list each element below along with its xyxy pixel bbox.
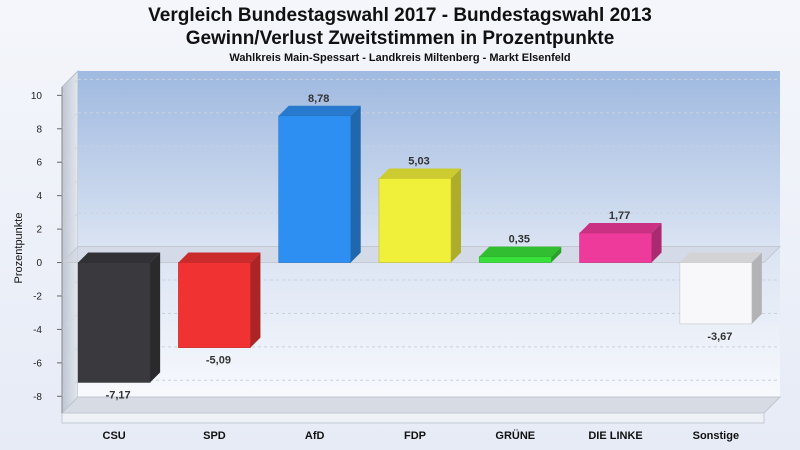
grid-line-side	[61, 79, 79, 96]
bar-top	[679, 252, 762, 263]
bar-side	[751, 252, 762, 324]
x-category-label: FDP	[404, 430, 426, 442]
grid-line-side	[61, 313, 79, 330]
chart-title-line1: Vergleich Bundestagswahl 2017 - Bundesta…	[148, 5, 652, 26]
y-tick-label: -4	[33, 325, 42, 336]
grid-line-side	[61, 379, 79, 397]
y-tick-label: 6	[36, 158, 42, 169]
x-category-label: GRÜNE	[495, 429, 535, 442]
y-tick-label: -8	[33, 392, 42, 403]
bar	[378, 178, 452, 263]
grid-line-side	[61, 179, 79, 197]
y-tick-label: 4	[36, 191, 42, 202]
bar-top	[479, 246, 562, 257]
plot-left-wall	[61, 69, 79, 415]
plot-floor	[60, 396, 782, 414]
bar-top	[579, 222, 662, 233]
data-label: 5,03	[408, 155, 429, 167]
bar	[579, 232, 652, 263]
x-category-label: Sonstige	[693, 430, 739, 442]
bar-side	[551, 246, 562, 263]
data-label: 1,77	[609, 210, 630, 222]
x-category-label: AfD	[305, 430, 325, 442]
grid-line-side	[61, 212, 79, 230]
bar	[77, 262, 151, 383]
bar-side	[451, 168, 461, 263]
bar-top	[278, 105, 361, 116]
grid-line-side	[61, 112, 79, 130]
y-tick-label: 10	[31, 91, 43, 102]
bar-top	[379, 168, 461, 179]
data-label: -3,67	[707, 331, 732, 343]
grid-line-side	[61, 279, 79, 297]
bar-side	[250, 252, 261, 348]
x-category-label: SPD	[203, 430, 226, 442]
bar	[478, 256, 552, 263]
bar	[278, 115, 352, 263]
bar	[679, 262, 753, 325]
y-tick-label: 2	[36, 225, 42, 236]
data-label: -5,09	[206, 355, 231, 367]
x-category-label: CSU	[103, 430, 126, 442]
y-tick-label: -2	[33, 291, 42, 302]
bar-side	[350, 105, 361, 263]
data-label: 0,35	[509, 234, 530, 246]
y-axis-label: Prozentpunkte	[13, 213, 25, 284]
y-tick-label: 0	[36, 258, 42, 269]
y-tick-label: 8	[36, 124, 42, 135]
y-tick-label: -6	[33, 358, 42, 369]
data-label: 8,78	[308, 93, 329, 105]
chart-title-line2: Gewinn/Verlust Zweitstimmen in Prozentpu…	[185, 28, 615, 49]
data-label: -7,17	[106, 389, 131, 401]
bar-side	[150, 252, 161, 383]
bar	[178, 262, 251, 348]
plot-base	[61, 412, 765, 424]
chart-subtitle: Wahlkreis Main-Spessart - Landkreis Milt…	[229, 52, 571, 64]
bar-top	[178, 252, 261, 263]
bar-top	[78, 252, 161, 263]
bar-side	[651, 222, 662, 263]
chart-title-block: Vergleich Bundestagswahl 2017 - Bundesta…	[0, 4, 800, 64]
grid-line-side	[61, 145, 79, 163]
grid-line-side	[61, 346, 79, 364]
x-category-label: DIE LINKE	[588, 430, 642, 442]
